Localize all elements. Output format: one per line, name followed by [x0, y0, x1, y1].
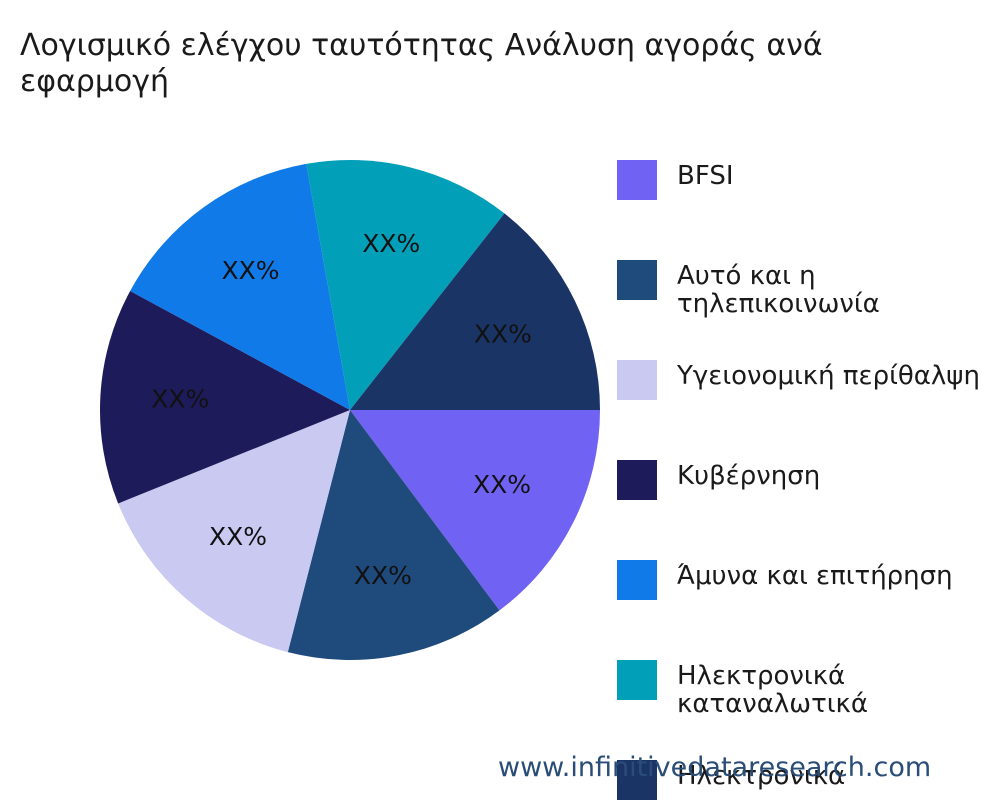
pie-slice-1	[287, 410, 500, 661]
pie-chart: XX% XX% XX% XX% XX% XX% XX%	[100, 160, 600, 661]
slice-label-4: XX%	[222, 256, 280, 285]
pie-slice-3	[100, 290, 350, 504]
legend-label: Ηλεκτρονικά καταναλωτικά	[677, 661, 868, 719]
legend-label: Υγειονομική περίθαλψη	[677, 361, 980, 391]
legend-label: Αυτό και η τηλεπικοινωνία	[677, 261, 880, 319]
legend-swatch	[617, 460, 657, 500]
legend-swatch	[617, 360, 657, 400]
slice-label-3: XX%	[151, 384, 209, 413]
legend-label: Ηλεκτρονικά	[677, 761, 846, 791]
slice-label-5: XX%	[362, 229, 420, 258]
pie-slice-6	[350, 213, 600, 410]
pie-slice-0	[350, 410, 600, 611]
watermark-url: www.infinitivedataresearch.com	[498, 752, 932, 783]
pie-slice-4	[130, 163, 350, 410]
slice-label-1: XX%	[354, 561, 412, 590]
legend-label: Άμυνα και επιτήρηση	[677, 561, 953, 591]
legend-swatch	[617, 260, 657, 300]
legend-swatch	[617, 160, 657, 200]
pie-slice-2	[118, 410, 351, 653]
pie-slice-5	[306, 160, 505, 410]
slice-label-0: XX%	[473, 470, 531, 499]
slice-label-2: XX%	[209, 522, 267, 551]
legend-label: BFSI	[677, 161, 734, 191]
legend-swatch	[617, 760, 657, 800]
legend-label: Κυβέρνηση	[677, 461, 821, 491]
chart-title: Λογισμικό ελέγχου ταυτότητας Ανάλυση αγο…	[20, 28, 823, 99]
slice-label-6: XX%	[474, 320, 532, 349]
legend-swatch	[617, 660, 657, 700]
legend-swatch	[617, 560, 657, 600]
